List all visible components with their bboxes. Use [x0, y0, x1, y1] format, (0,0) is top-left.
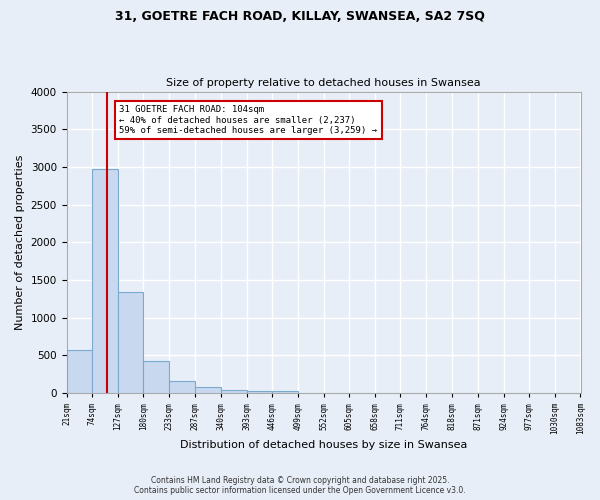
X-axis label: Distribution of detached houses by size in Swansea: Distribution of detached houses by size … [180, 440, 467, 450]
Text: 31 GOETRE FACH ROAD: 104sqm
← 40% of detached houses are smaller (2,237)
59% of : 31 GOETRE FACH ROAD: 104sqm ← 40% of det… [119, 105, 377, 135]
Y-axis label: Number of detached properties: Number of detached properties [15, 154, 25, 330]
Bar [247, 391, 272, 393]
Bar [272, 391, 298, 393]
Text: Contains HM Land Registry data © Crown copyright and database right 2025.
Contai: Contains HM Land Registry data © Crown c… [134, 476, 466, 495]
Bar [195, 388, 221, 393]
Text: 31, GOETRE FACH ROAD, KILLAY, SWANSEA, SA2 7SQ: 31, GOETRE FACH ROAD, KILLAY, SWANSEA, S… [115, 10, 485, 23]
Title: Size of property relative to detached houses in Swansea: Size of property relative to detached ho… [166, 78, 481, 88]
Bar [92, 169, 118, 393]
Bar [67, 350, 92, 393]
Bar [221, 390, 247, 393]
Bar [169, 381, 195, 393]
Bar [143, 360, 169, 393]
Bar [118, 292, 143, 393]
